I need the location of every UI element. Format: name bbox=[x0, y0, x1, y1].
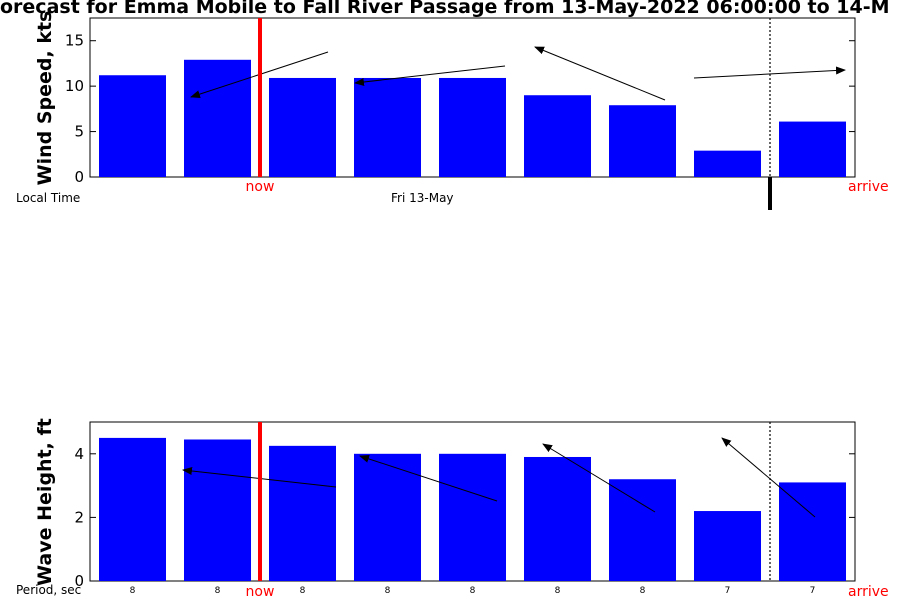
wave-ylabel: Wave Height, ft bbox=[34, 418, 56, 586]
arrive-label: arrive bbox=[848, 584, 889, 600]
wind-ytick-label: 10 bbox=[65, 77, 84, 95]
wave-bar bbox=[694, 511, 761, 581]
wind-arrow bbox=[534, 46, 666, 101]
wind-bar bbox=[779, 121, 846, 177]
local-time-label: Local Time bbox=[16, 191, 80, 205]
chart-title: orecast for Emma Mobile to Fall River Pa… bbox=[0, 0, 890, 18]
wave-bar bbox=[439, 453, 506, 581]
period-labels: 8 8 8 8 8 8 8 7 7 bbox=[130, 586, 816, 596]
wind-bar bbox=[99, 75, 166, 177]
wave-bar bbox=[609, 479, 676, 581]
period-value: 8 bbox=[300, 586, 306, 596]
now-label: now bbox=[246, 179, 275, 195]
wind-ytick-label: 15 bbox=[65, 32, 84, 50]
wind-bar bbox=[269, 77, 336, 177]
wind-ytick-label: 0 bbox=[74, 168, 84, 186]
wind-speed-panel: 0 5 10 15 Wind Speed, kts now arrive Local … bbox=[16, 11, 889, 210]
wind-bar bbox=[439, 77, 506, 177]
period-value: 8 bbox=[215, 586, 221, 596]
wind-bar bbox=[609, 105, 676, 177]
wave-bar bbox=[184, 439, 251, 581]
period-value: 8 bbox=[130, 586, 136, 596]
period-value: 8 bbox=[385, 586, 391, 596]
wave-bar bbox=[354, 453, 421, 581]
period-value: 7 bbox=[725, 586, 731, 596]
wind-ytick-label: 5 bbox=[74, 123, 84, 141]
wave-arrow bbox=[359, 455, 498, 502]
wave-bar bbox=[269, 445, 336, 581]
wind-bar bbox=[524, 95, 591, 177]
wave-ytick-label: 0 bbox=[74, 572, 84, 590]
period-value: 8 bbox=[640, 586, 646, 596]
wind-bar bbox=[354, 77, 421, 177]
now-label: now bbox=[246, 584, 275, 600]
wave-ytick-label: 4 bbox=[74, 445, 84, 463]
wave-ytick-label: 2 bbox=[74, 508, 84, 526]
wind-arrow bbox=[354, 65, 506, 86]
period-value: 8 bbox=[555, 586, 561, 596]
wave-arrow bbox=[721, 437, 816, 518]
wind-bar bbox=[694, 150, 761, 177]
wave-height-panel: 0 2 4 Wave Height, ft 8 8 8 8 8 8 8 7 7 now arrive… bbox=[16, 418, 889, 600]
arrive-label: arrive bbox=[848, 179, 889, 195]
period-row-label: Period, sec bbox=[16, 583, 81, 597]
wave-arrow bbox=[542, 443, 656, 513]
wave-bar bbox=[779, 482, 846, 581]
wind-bar bbox=[184, 59, 251, 178]
wind-ylabel: Wind Speed, kts bbox=[34, 11, 56, 186]
period-value: 7 bbox=[810, 586, 816, 596]
day-label: Fri 13-May bbox=[391, 191, 454, 205]
period-value: 8 bbox=[470, 586, 476, 596]
wave-bar bbox=[99, 437, 166, 581]
wave-bar bbox=[524, 456, 591, 581]
